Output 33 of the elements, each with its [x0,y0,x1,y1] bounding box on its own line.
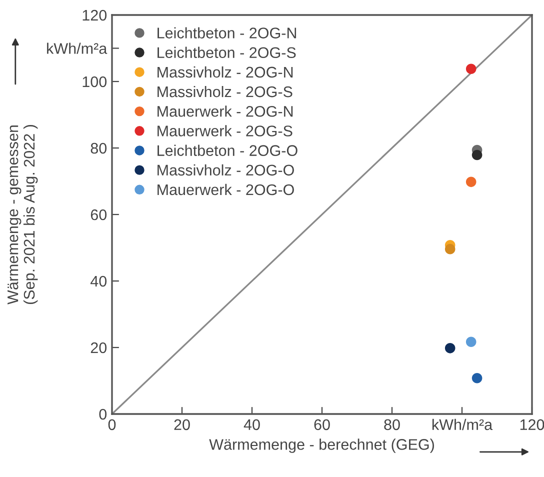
point [466,176,476,188]
x-tick-label: 40 [244,419,260,430]
legend-label: Leichtbeton - 2OG-S [158,46,296,58]
legend-label: Massivholz - 2OG-N [158,66,293,78]
x-axis-title: Wärmemenge - berechnet (GEG) [209,438,434,453]
point [444,244,456,254]
x-tick-label: 80 [384,419,400,430]
y-tick-label: 20 [90,342,107,354]
y-tick-label: 120 [82,10,107,21]
point [472,150,482,160]
y-axis-title: Wärmemenge - gemessen (Sep. 2021 bis Aug. 2022 ) [8,124,38,304]
y-tick-label: 80 [90,142,107,154]
point [466,64,476,74]
legend-label: Massivholz - 2OG-S [158,86,292,98]
point [466,336,476,347]
y-tick-label: 0 [99,408,107,420]
x-tick-label: 0 [108,419,116,430]
x-tick-label: 120 [520,419,544,430]
legend-label: Massivholz - 2OG-O [158,164,294,176]
legend-label: Mauerwerk - 2OG-N [158,106,293,117]
x-tick-label: 20 [174,419,190,430]
legend-label: Mauerwerk - 2OG-S [158,125,292,136]
x-tick-label: 60 [314,419,330,430]
legend-label: Mauerwerk - 2OG-O [158,184,294,196]
y-tick-label: 40 [90,276,107,287]
y-tick-label: 60 [90,209,107,220]
y-tick-label: 100 [82,76,107,88]
point [444,343,456,354]
y-tick-label: kWh/m²a [47,42,108,54]
legend-label: Leichtbeton - 2OG-N [158,27,296,38]
point [472,372,482,384]
legend-label: Leichtbeton - 2OG-O [158,144,298,156]
x-tick-label: kWh/m²a [432,418,493,430]
